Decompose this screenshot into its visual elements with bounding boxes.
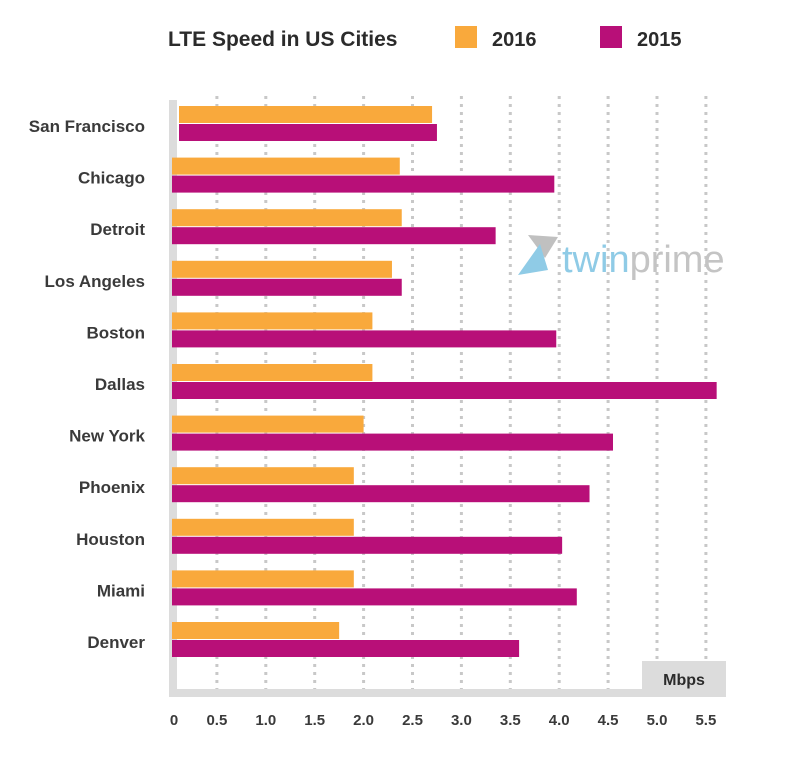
category-label: Houston [76,530,145,549]
category-label: Los Angeles [45,272,145,291]
category-labels: San Francisco Chicago Detroit Los Angeles Bo… [29,117,146,652]
x-tick-label: 5.5 [695,712,716,729]
bar-2016-detroit [172,209,402,227]
category-label: Dallas [95,375,145,394]
bar-2015-phoenix [172,485,590,503]
category-label: New York [69,427,145,446]
x-tick-label: 1.0 [255,712,276,729]
x-tick-label: 0.5 [206,712,227,729]
category-label: Detroit [90,220,145,239]
legend-label-2015: 2015 [637,29,682,51]
bar-2015-los-angeles [172,278,402,296]
category-label: San Francisco [29,117,145,136]
bar-2016-new-york [172,415,364,433]
x-tick-label: 2.0 [353,712,374,729]
unit-box: Mbps [642,661,726,697]
bar-2016-phoenix [172,467,354,485]
x-tick-label: 3.0 [451,712,472,729]
bar-2015-new-york [172,433,613,451]
bar-2016-miami [172,570,354,588]
bar-2016-san-francisco [179,106,433,123]
x-axis-line [169,689,726,697]
twinprime-watermark: twinprime [518,235,725,281]
bar-2016-los-angeles [172,260,392,278]
category-label: Miami [97,581,145,600]
x-tick-label: 2.5 [402,712,423,729]
bar-2016-houston [172,518,354,536]
x-tick-label: 4.5 [598,712,619,729]
twinprime-logo-gray-icon [528,235,558,258]
bar-2015-miami [172,588,577,606]
bar-2016-denver [172,622,340,639]
x-tick-label: 1.5 [304,712,325,729]
twinprime-wordmark-prime: prime [630,239,725,281]
bar-2016-dallas [172,364,373,381]
legend: 2016 2015 [455,26,682,51]
category-label: Boston [86,323,145,342]
legend-swatch-2015 [600,26,622,48]
legend-label-2016: 2016 [492,29,537,51]
twinprime-wordmark-twin: twin [562,239,630,281]
category-label: Denver [87,633,145,652]
bar-2015-denver [172,640,520,657]
x-tick-label: 3.5 [500,712,521,729]
x-axis-unit-label: Mbps [663,672,705,689]
bar-2015-boston [172,330,557,348]
category-label: Chicago [78,169,145,188]
unit-box-background [642,661,726,697]
chart-title: LTE Speed in US Cities [168,28,397,51]
bar-2015-san-francisco [179,124,437,141]
legend-swatch-2016 [455,26,477,48]
twinprime-wordmark: twinprime [562,239,725,281]
category-label: Phoenix [79,478,146,497]
x-tick-label: 5.0 [647,712,668,729]
bar-2015-detroit [172,227,496,245]
bar-2015-houston [172,536,563,554]
bars [172,106,717,657]
bar-2016-chicago [172,157,400,175]
x-tick-labels: 0 0.5 1.0 1.5 2.0 2.5 3.0 3.5 4.0 4.5 5.0 5.5 [170,712,717,729]
bar-2015-dallas [172,382,717,399]
x-tick-label: 4.0 [549,712,570,729]
twinprime-logo-blue-icon [518,244,548,275]
bar-2016-boston [172,312,373,330]
x-tick-label: 0 [170,712,178,729]
bar-2015-chicago [172,175,555,193]
